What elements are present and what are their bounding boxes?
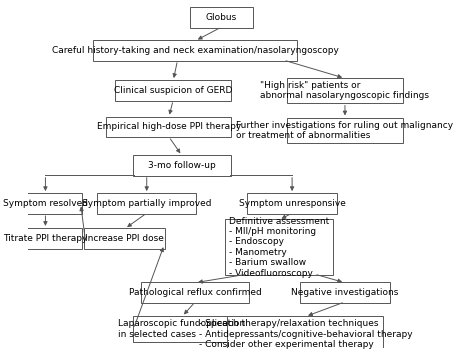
- FancyBboxPatch shape: [84, 228, 165, 249]
- FancyBboxPatch shape: [141, 282, 249, 302]
- Text: Empirical high-dose PPI therapy: Empirical high-dose PPI therapy: [97, 122, 241, 132]
- Text: Pathological reflux confirmed: Pathological reflux confirmed: [129, 288, 262, 297]
- Text: Symptom partially improved: Symptom partially improved: [82, 199, 211, 208]
- Text: Symptom unresponsive: Symptom unresponsive: [239, 199, 346, 208]
- FancyBboxPatch shape: [97, 193, 196, 214]
- FancyBboxPatch shape: [247, 193, 337, 214]
- FancyBboxPatch shape: [190, 7, 253, 28]
- Text: Definitive assessment
- MII/pH monitoring
- Endoscopy
- Manometry
- Barium swall: Definitive assessment - MII/pH monitorin…: [229, 216, 329, 277]
- FancyBboxPatch shape: [133, 316, 231, 342]
- Text: Titrate PPI therapy: Titrate PPI therapy: [3, 234, 88, 243]
- FancyBboxPatch shape: [9, 193, 82, 214]
- Text: Laparoscopic fundoplication
in selected cases: Laparoscopic fundoplication in selected …: [118, 319, 246, 339]
- FancyBboxPatch shape: [287, 77, 403, 103]
- FancyBboxPatch shape: [133, 155, 231, 176]
- FancyBboxPatch shape: [9, 228, 82, 249]
- FancyBboxPatch shape: [115, 80, 231, 101]
- Text: 3-mo follow-up: 3-mo follow-up: [148, 161, 216, 170]
- Text: Globus: Globus: [206, 13, 237, 22]
- FancyBboxPatch shape: [228, 316, 383, 352]
- Text: - Speech therapy/relaxation techniques
- Antidepressants/cognitive-behavioral th: - Speech therapy/relaxation techniques -…: [199, 319, 412, 349]
- Text: Increase PPI dose: Increase PPI dose: [85, 234, 164, 243]
- Text: Negative investigations: Negative investigations: [291, 288, 399, 297]
- Text: Careful history-taking and neck examination/nasolaryngoscopy: Careful history-taking and neck examinat…: [52, 46, 338, 55]
- FancyBboxPatch shape: [300, 282, 390, 302]
- FancyBboxPatch shape: [287, 118, 403, 143]
- FancyBboxPatch shape: [93, 40, 297, 61]
- FancyBboxPatch shape: [225, 219, 333, 275]
- Text: "High risk" patients or
abnormal nasolaryngoscopic findings: "High risk" patients or abnormal nasolar…: [260, 81, 429, 100]
- Text: Symptom resolved: Symptom resolved: [3, 199, 88, 208]
- Text: Further investigations for ruling out malignancy
or treatment of abnormalities: Further investigations for ruling out ma…: [237, 121, 454, 140]
- Text: Clinical suspicion of GERD: Clinical suspicion of GERD: [114, 86, 232, 95]
- FancyBboxPatch shape: [106, 117, 231, 137]
